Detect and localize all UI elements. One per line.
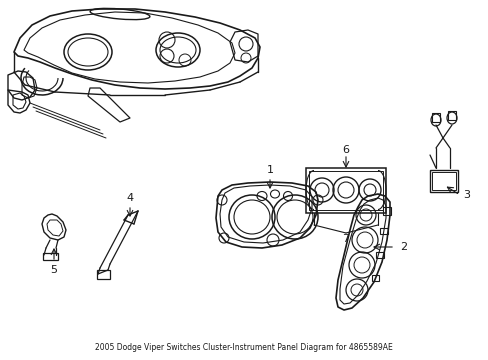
Text: 2: 2 (399, 242, 407, 252)
Text: 7: 7 (342, 234, 349, 244)
Text: 3: 3 (462, 190, 469, 200)
Bar (375, 252, 383, 258)
Text: 2005 Dodge Viper Switches Cluster-Instrument Panel Diagram for 4865589AE: 2005 Dodge Viper Switches Cluster-Instru… (95, 343, 392, 352)
Bar (447, 111, 455, 120)
Bar (97, 270, 110, 279)
Bar (379, 228, 387, 234)
Text: 1: 1 (266, 165, 273, 175)
Bar (371, 275, 378, 281)
Bar (43, 253, 58, 260)
Bar (429, 170, 457, 192)
Bar (382, 207, 390, 215)
Text: 5: 5 (50, 265, 58, 275)
Bar (305, 168, 385, 213)
Bar (431, 113, 439, 122)
Bar (431, 172, 455, 190)
Bar (308, 171, 382, 210)
Text: 6: 6 (342, 145, 349, 155)
Text: 4: 4 (126, 193, 133, 203)
